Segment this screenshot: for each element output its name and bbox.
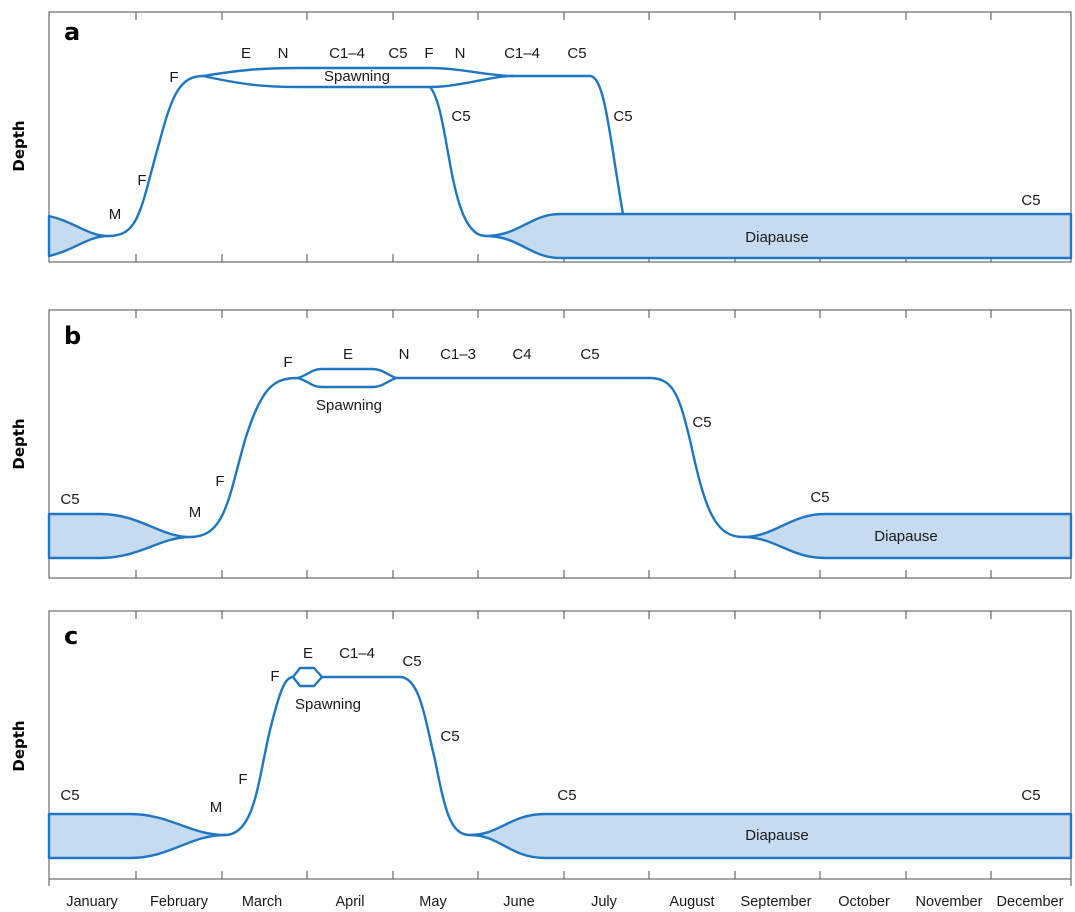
panel-b-letter: b [64,322,81,350]
panel-c-label-c5-start: C5 [60,787,79,804]
month-label-september: September [741,894,812,910]
panel-a-early-descent [428,85,487,238]
panel-b: b E N C1–3 C4 C5 F Spawning F M C5 C5 C5… [10,309,1073,579]
panel-b-label-c5-start: C5 [60,491,79,508]
month-label-may: May [419,894,447,910]
panel-a-diapause-band [483,212,1073,260]
panel-a-letter: a [64,18,80,46]
month-label-october: October [838,894,890,910]
month-label-november: November [916,894,983,910]
panel-b-label-c5-descent: C5 [692,414,711,431]
panel-b-label-c1-3: C1–3 [440,346,476,363]
panel-c-ascent-path [223,675,295,837]
panel-b-spawning-upper [296,367,398,380]
panel-c-label-m: M [210,799,223,816]
panel-a-label-c5-top: C5 [388,45,407,62]
panel-c-label-c5-end: C5 [1021,787,1040,804]
panel-b-label-f-peak: F [283,354,292,371]
panel-a-label-f-rise: F [137,172,146,189]
panel-a-label-c5-descent-1: C5 [451,108,470,125]
panel-a-label-c1-4-2: C1–4 [504,45,540,62]
month-label-june: June [503,894,534,910]
panel-b-surface-track [394,376,745,539]
panel-b-label-m: M [189,504,202,521]
panel-b-frame [48,309,1072,579]
panel-a-label-n: N [278,45,289,62]
panel-c-label-f-peak: F [270,668,279,685]
panel-a-label-n2: N [455,45,466,62]
month-label-december: December [997,894,1064,910]
panel-a-label-f-top: F [424,45,433,62]
panel-a-ylabel: Depth [10,120,28,171]
panel-b-label-c5-diapause: C5 [810,489,829,506]
panel-c-frame [48,610,1072,880]
month-label-april: April [335,894,364,910]
month-label-february: February [150,894,209,910]
panel-b-diapause-band [741,512,1073,560]
panel-a-ascent-path [106,74,205,238]
panel-c-ticks [48,611,1072,886]
panel-a-label-m: M [109,206,122,223]
panel-c-diapause-label: Diapause [745,827,808,844]
panel-c-letter: c [64,622,78,650]
panel-c-spawning-loop [291,666,324,688]
panel-b-label-f-rise: F [215,473,224,490]
panel-b-winter-band [47,512,192,560]
panel-a-january-band [47,214,110,258]
panel-c-spawning-label: Spawning [295,696,361,713]
panel-c-label-e: E [303,645,313,662]
panel-c: c E C1–4 C5 F Spawning C5 F M C5 C5 C5 D… [10,610,1073,886]
panel-b-label-c5-top: C5 [580,346,599,363]
panel-a-label-e: E [241,45,251,62]
panel-c-label-c5-descent: C5 [440,728,459,745]
panel-b-diapause-label: Diapause [874,528,937,545]
panel-b-ticks [135,310,992,578]
panel-a-spawning-lower [201,74,515,89]
month-label-july: July [591,894,618,910]
panel-b-label-e: E [343,346,353,363]
month-axis: January February March April May June Ju… [66,894,1063,910]
panel-b-ascent-path [188,376,300,539]
panel-c-diapause-band [468,812,1073,860]
panel-c-label-c5-top: C5 [402,653,421,670]
panel-c-ylabel: Depth [10,720,28,771]
panel-a-spawning-label: Spawning [324,68,390,85]
panel-b-spawning-label: Spawning [316,397,382,414]
panel-a: a E N C1–4 C5 F N C1–4 C5 Spawning F F M… [10,11,1073,263]
panel-a-spawning-upper [201,66,515,78]
panel-a-label-c5-end: C5 [1021,192,1040,209]
panel-b-label-c4: C4 [512,346,531,363]
panel-b-label-n: N [399,346,410,363]
panel-a-frame [48,11,1072,263]
panel-a-label-c5-top2: C5 [567,45,586,62]
panel-b-spawning-lower [296,376,398,389]
panel-a-label-f-peak: F [169,69,178,86]
month-label-january: January [66,894,118,910]
panel-c-winter-band [47,812,227,860]
panel-c-label-f-rise: F [238,771,247,788]
panel-a-label-c5-descent-2: C5 [613,108,632,125]
panel-b-ylabel: Depth [10,418,28,469]
panel-a-surface-track [511,74,625,216]
month-label-august: August [669,894,714,910]
month-label-march: March [242,894,282,910]
panel-c-surface-track [320,675,472,837]
panel-a-diapause-label: Diapause [745,229,808,246]
panel-c-label-c5-diapause: C5 [557,787,576,804]
panel-a-label-c1-4: C1–4 [329,45,365,62]
panel-c-label-c1-4: C1–4 [339,645,375,662]
